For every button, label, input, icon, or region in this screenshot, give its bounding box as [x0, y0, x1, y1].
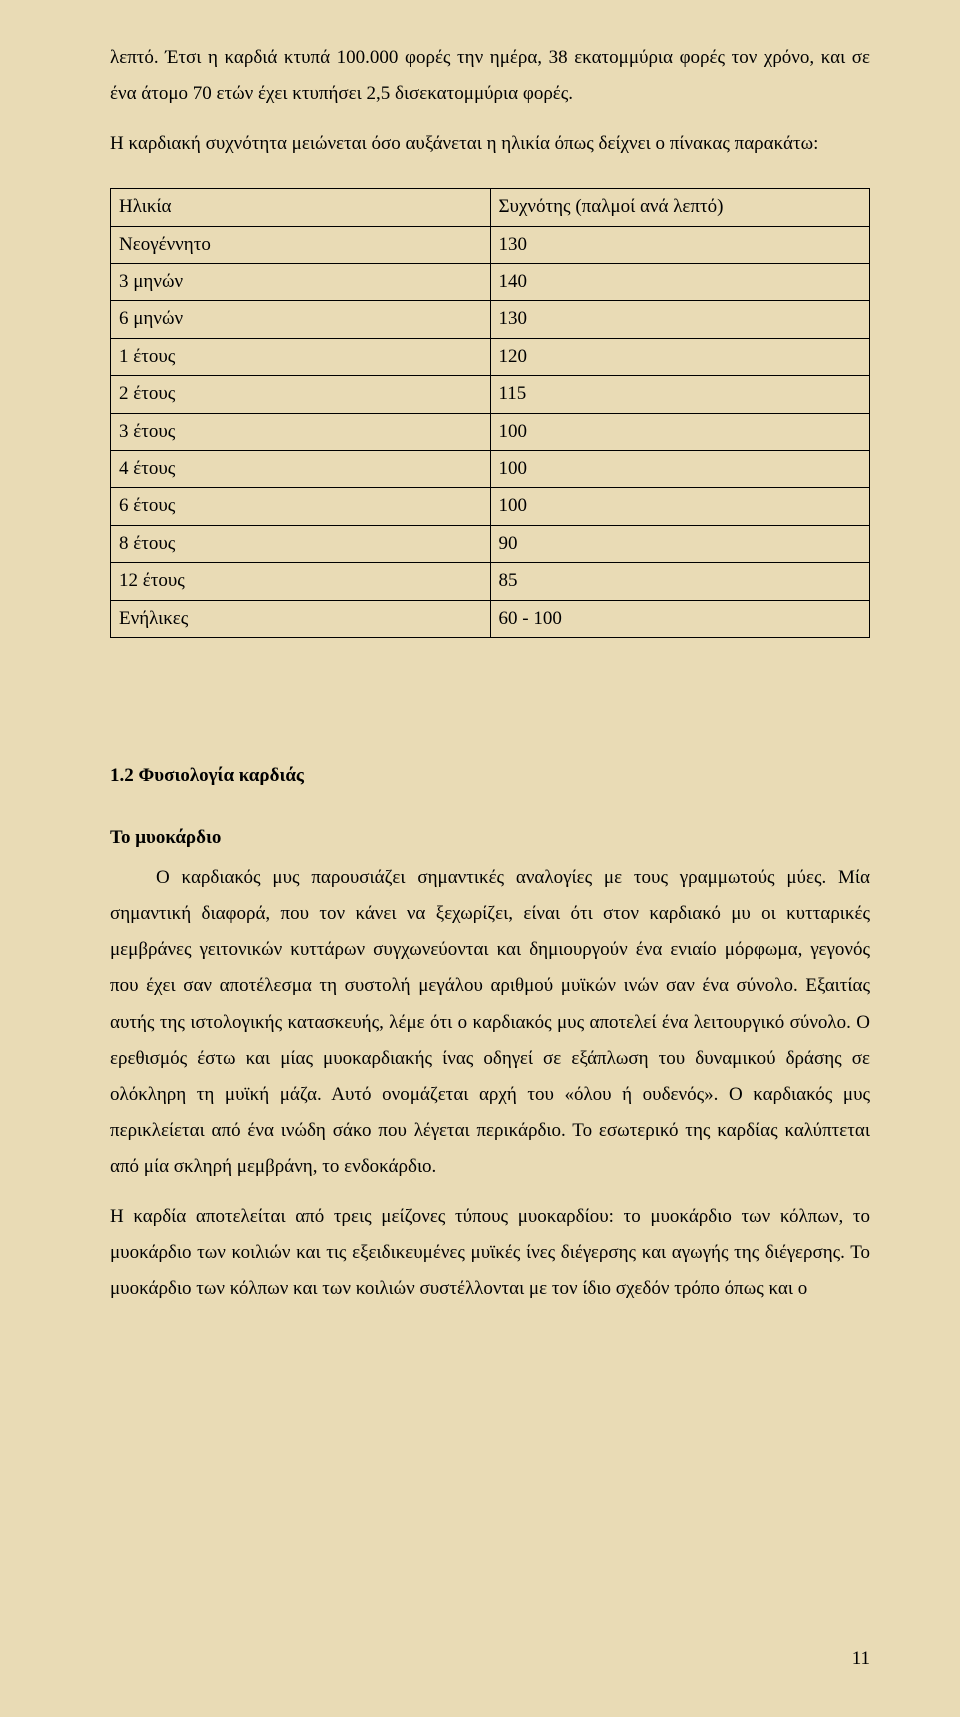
table-row: 6 έτους100 [111, 488, 870, 525]
table-cell-rate: 100 [490, 451, 870, 488]
table-cell-rate: 115 [490, 376, 870, 413]
table-row: Νεογέννητο130 [111, 226, 870, 263]
table-row: 8 έτους90 [111, 525, 870, 562]
table-row: 2 έτους115 [111, 376, 870, 413]
table-row: 4 έτους100 [111, 451, 870, 488]
table-row: Ενήλικες60 - 100 [111, 600, 870, 637]
paragraph-heart-beats: λεπτό. Έτσι η καρδιά κτυπά 100.000 φορές… [110, 40, 870, 112]
table-cell-rate: 130 [490, 226, 870, 263]
table-cell-rate: 100 [490, 488, 870, 525]
table-header-row: ΗλικίαΣυχνότης (παλμοί ανά λεπτό) [111, 189, 870, 226]
heart-rate-table-wrap: ΗλικίαΣυχνότης (παλμοί ανά λεπτό)Νεογένν… [110, 188, 870, 638]
table-row: 3 μηνών140 [111, 264, 870, 301]
table-cell-rate: 90 [490, 525, 870, 562]
page: λεπτό. Έτσι η καρδιά κτυπά 100.000 φορές… [0, 0, 960, 1717]
table-cell-rate: 60 - 100 [490, 600, 870, 637]
section-heading-physiology: 1.2 Φυσιολογία καρδιάς [110, 758, 870, 794]
page-number: 11 [852, 1641, 870, 1677]
table-cell-rate: 120 [490, 338, 870, 375]
table-cell-age: Ενήλικες [111, 600, 491, 637]
table-row: 12 έτους85 [111, 563, 870, 600]
table-cell-age: 8 έτους [111, 525, 491, 562]
sub-heading-myocardium: Το μυοκάρδιο [110, 820, 870, 856]
paragraph-myocardium: Ο καρδιακός μυς παρουσιάζει σημαντικές α… [110, 860, 870, 1185]
table-row: 1 έτους120 [111, 338, 870, 375]
table-cell-age: 2 έτους [111, 376, 491, 413]
table-cell-rate: 85 [490, 563, 870, 600]
table-cell-age: 6 μηνών [111, 301, 491, 338]
table-row: 6 μηνών130 [111, 301, 870, 338]
paragraph-hr-age-intro: Η καρδιακή συχνότητα μειώνεται όσο αυξάν… [110, 126, 870, 162]
table-cell-age: 3 έτους [111, 413, 491, 450]
table-cell-age: 6 έτους [111, 488, 491, 525]
table-cell-age: 4 έτους [111, 451, 491, 488]
table-cell-rate: 100 [490, 413, 870, 450]
table-cell-rate: 130 [490, 301, 870, 338]
paragraph-myocardium-types: Η καρδία αποτελείται από τρεις μείζονες … [110, 1199, 870, 1307]
table-cell-age: 3 μηνών [111, 264, 491, 301]
table-row: 3 έτους100 [111, 413, 870, 450]
heart-rate-table: ΗλικίαΣυχνότης (παλμοί ανά λεπτό)Νεογένν… [110, 188, 870, 638]
table-cell-age: Νεογέννητο [111, 226, 491, 263]
table-header-rate: Συχνότης (παλμοί ανά λεπτό) [490, 189, 870, 226]
table-cell-age: 1 έτους [111, 338, 491, 375]
table-header-age: Ηλικία [111, 189, 491, 226]
table-cell-rate: 140 [490, 264, 870, 301]
table-cell-age: 12 έτους [111, 563, 491, 600]
